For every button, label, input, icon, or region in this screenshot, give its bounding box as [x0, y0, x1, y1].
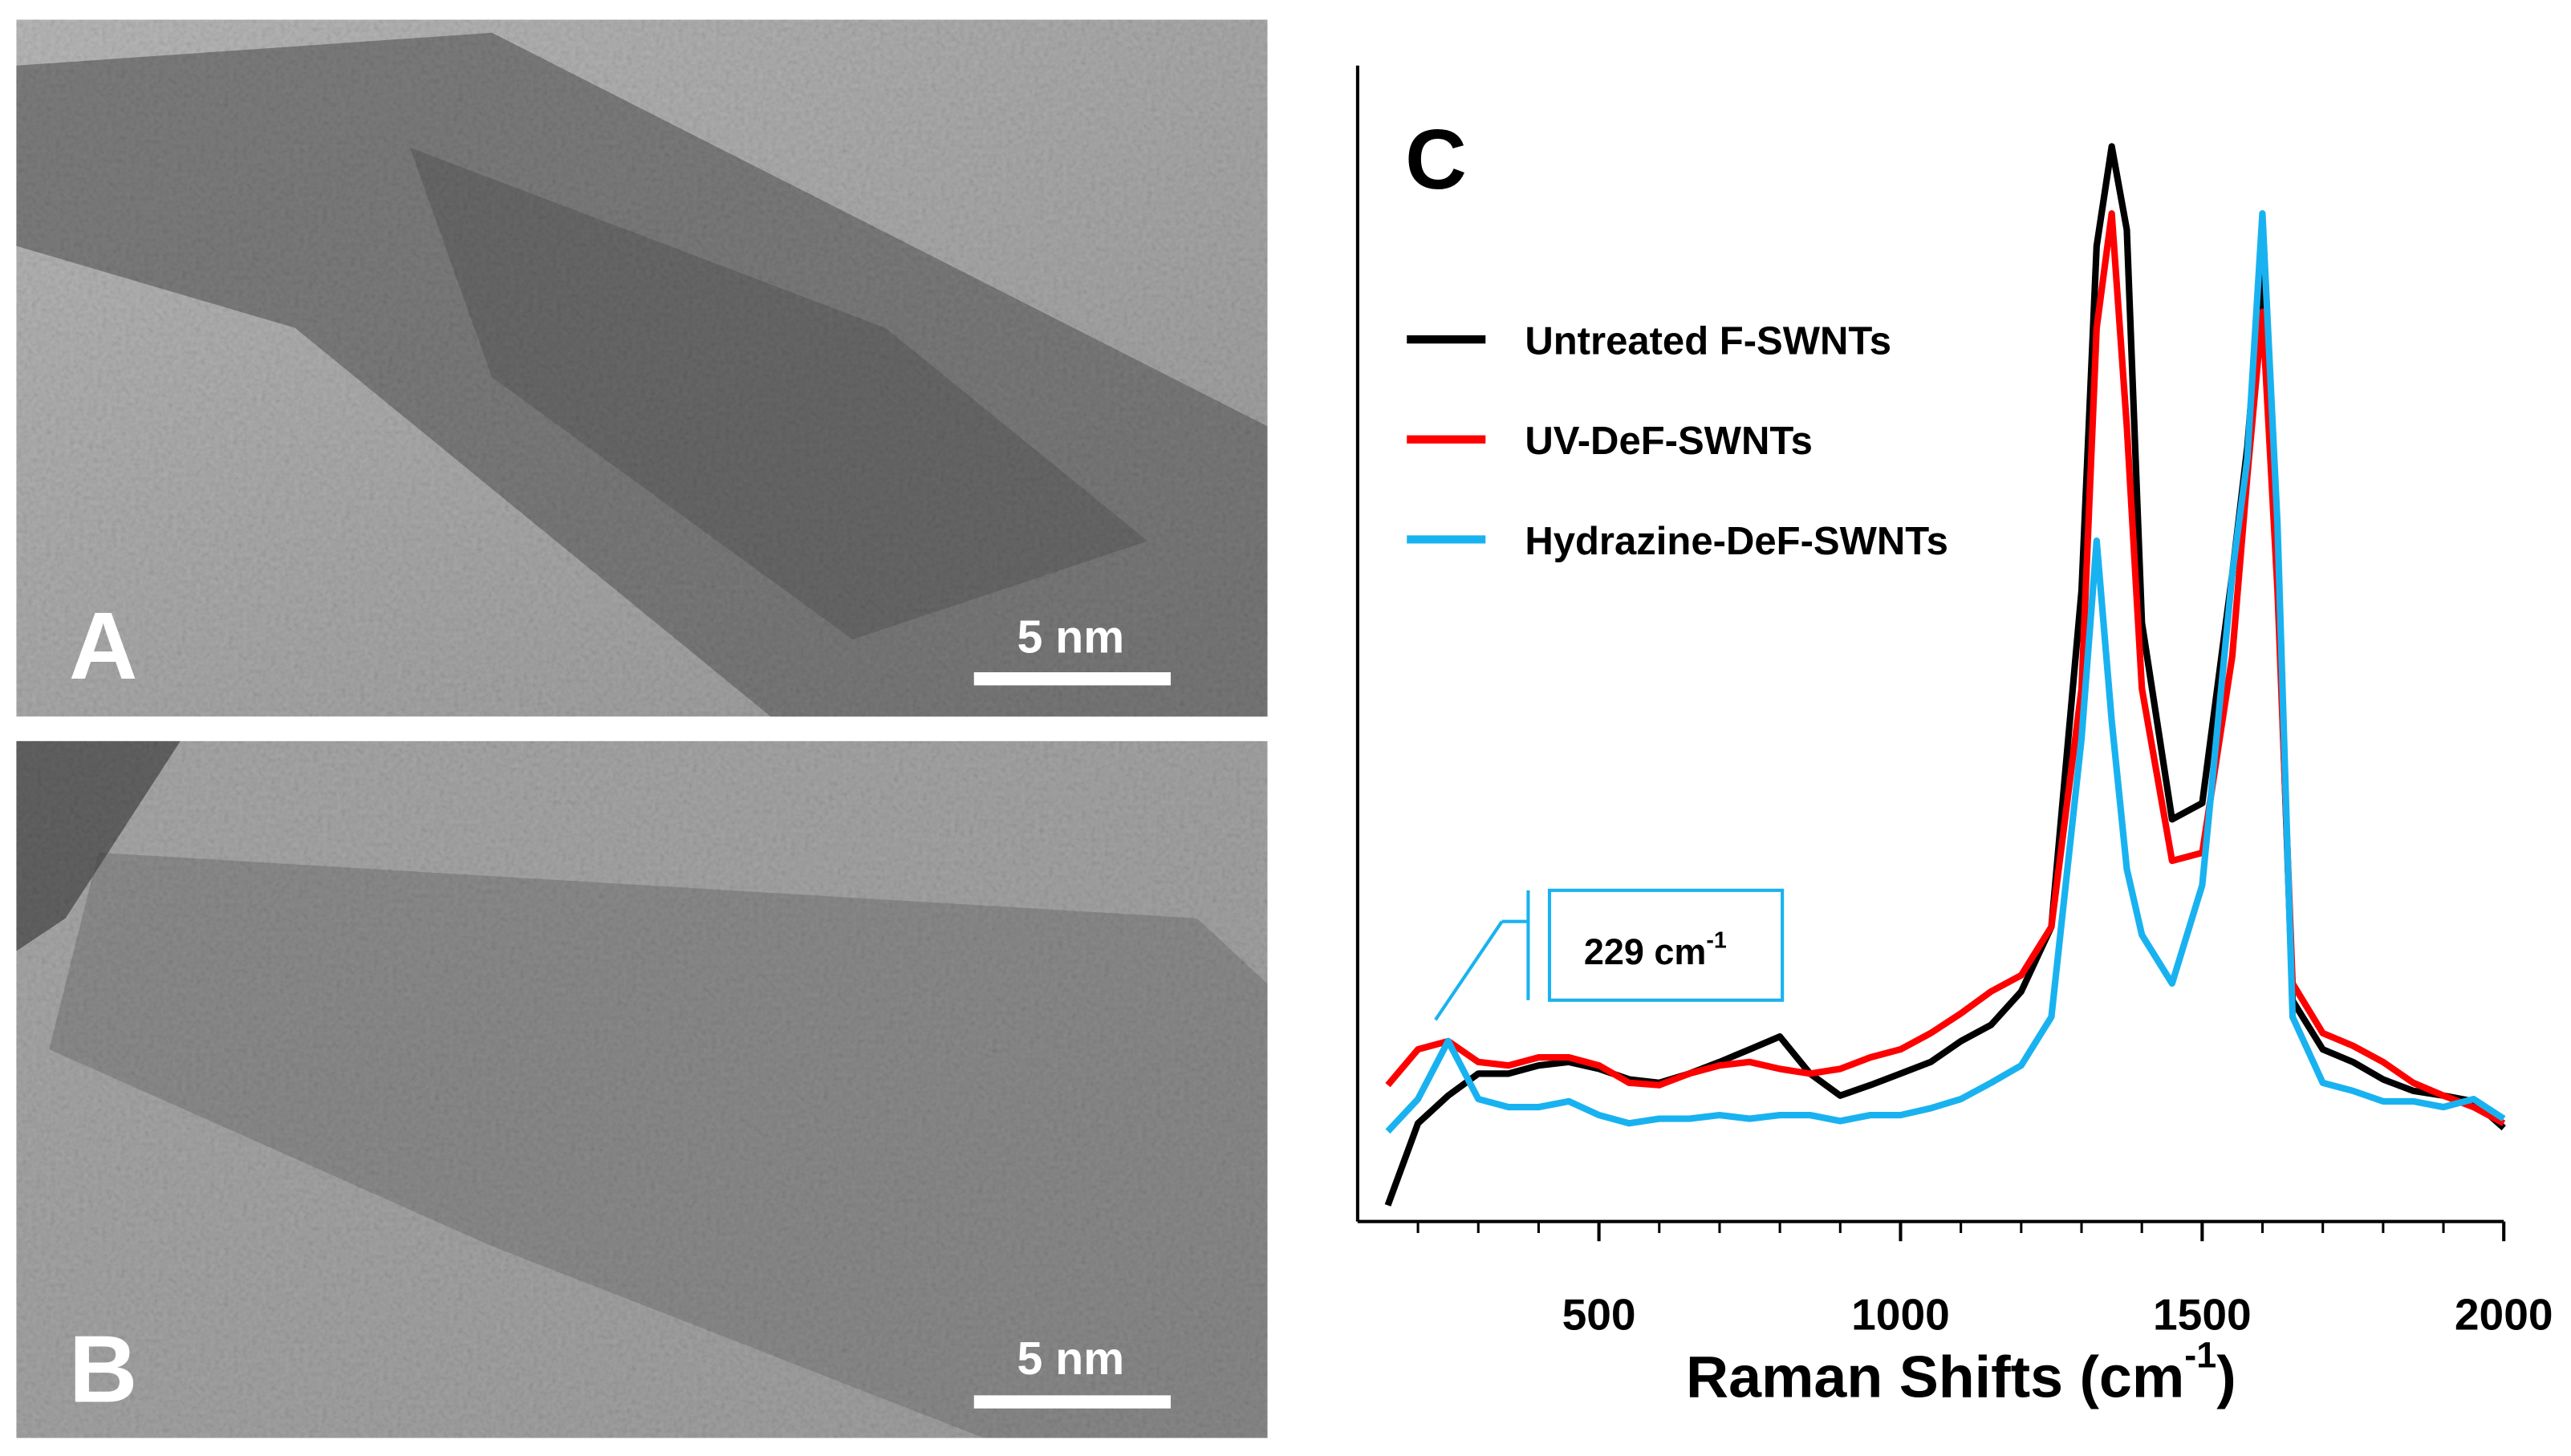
data-line [1384, 143, 2506, 1207]
scale-bar [973, 1395, 1171, 1409]
x-axis-label-text: Raman Shifts (cm [1686, 1343, 2184, 1409]
legend-label: Hydrazine-DeF-SWNTs [1525, 520, 1948, 563]
legend-label: Untreated F-SWNTs [1525, 319, 1891, 363]
scale-bar [973, 672, 1171, 686]
panel-label: C [1405, 112, 1467, 207]
annotation-text: 229 cm [1584, 931, 1706, 972]
x-tick-label: 1000 [1851, 1290, 1950, 1340]
annotation-superscript: -1 [1706, 927, 1727, 953]
tem-image-b [16, 740, 1268, 1438]
annotation-label: 229 cm-1 [1584, 927, 1727, 971]
annotation-leader [1434, 920, 1504, 1021]
panel-labels: A 5 nm B 5 nm [69, 594, 1171, 1423]
tem-image-a [16, 19, 1268, 717]
data-line [1385, 210, 2506, 1134]
x-axis-label-superscript: -1 [2184, 1335, 2216, 1376]
annotation-box [1547, 888, 1785, 1002]
panel-label: A [69, 594, 138, 700]
x-axis-label-end: ) [2216, 1343, 2236, 1409]
scale-bar-label: 5 nm [1017, 1333, 1125, 1385]
data-line [1385, 210, 2506, 1126]
x-tick-label: 1500 [2153, 1290, 2252, 1340]
x-axis-label: Raman Shifts (cm-1) [1686, 1335, 2236, 1410]
x-tick-label: 2000 [2455, 1290, 2553, 1340]
scale-bar-label: 5 nm [1017, 611, 1125, 663]
legend-label: UV-DeF-SWNTs [1525, 420, 1813, 463]
x-tick-label: 500 [1562, 1290, 1636, 1340]
panel-label: B [69, 1317, 138, 1423]
